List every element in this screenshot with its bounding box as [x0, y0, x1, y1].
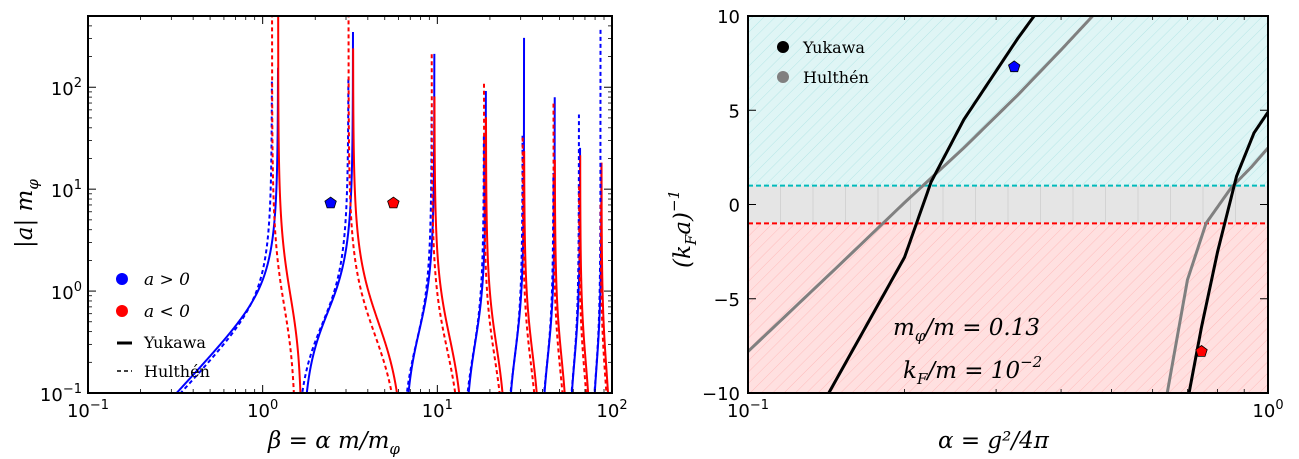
right-legend-yukawa-label: Yukawa [802, 38, 865, 57]
x-tick-label: 101 [422, 398, 453, 422]
right-legend-yukawa-dot [777, 41, 789, 53]
legend-aneg-dot [116, 305, 128, 317]
right-curves [748, 16, 1268, 393]
yukawa-branch [523, 151, 538, 393]
y-tick-label: 10−1 [40, 382, 82, 406]
yukawa-branch [433, 96, 461, 393]
y-tick-label: 0 [729, 196, 740, 217]
left-legend: a > 0 a < 0 Yukawa Hulthén [116, 270, 210, 381]
right-y-axis-label: (kFa)−1 [665, 190, 700, 268]
hulthen-branch [570, 114, 580, 393]
right-bands [748, 16, 1268, 393]
y-tick-label: 102 [51, 76, 82, 100]
right-marker [1008, 60, 1021, 73]
right-legend-hulthen-dot [777, 71, 789, 83]
right-markers [1008, 60, 1208, 357]
annotation-fermi-ratio: kF/m = 10−2 [903, 353, 1042, 388]
left-markers [324, 196, 400, 209]
yukawa-branch [509, 37, 526, 393]
yukawa-branch [593, 163, 603, 393]
y-tick-label: 101 [51, 178, 82, 202]
x-tick-label: 10−1 [727, 398, 769, 422]
yukawa-branch [579, 155, 590, 393]
hulthen-branch [599, 204, 608, 393]
left-y-axis-label: |a| mφ [12, 179, 42, 248]
legend-apos-label: a > 0 [144, 270, 190, 290]
yukawa-curve [1187, 111, 1268, 393]
y-tick-label: 100 [51, 280, 82, 304]
x-tick-label: 102 [596, 398, 627, 422]
hulthen-branch [405, 111, 433, 393]
right-legend-hulthen-label: Hulthén [803, 68, 869, 87]
hulthen-branch [430, 54, 457, 393]
left-x-axis-label: β = α m/mφ [267, 428, 400, 458]
left-curves [175, 16, 610, 393]
y-tick-label: −10 [702, 384, 740, 405]
hulthen-branch [543, 172, 555, 393]
hulthen-branch [593, 28, 602, 393]
right-x-axis-label: α = g²/4π [938, 428, 1050, 454]
y-tick-label: 5 [729, 101, 740, 122]
yukawa-branch [484, 117, 504, 393]
x-tick-label: 100 [247, 398, 278, 422]
yukawa-branch [352, 48, 398, 393]
hulthen-branch [482, 83, 501, 393]
yukawa-branch [305, 31, 354, 393]
yukawa-branch [277, 16, 302, 393]
right-ticks: 10−1 100 10 5 0 −5 −10 [702, 7, 1284, 422]
hulthen-branch [347, 16, 393, 393]
hulthen-branch [301, 77, 350, 393]
right-marker [1195, 345, 1208, 357]
legend-hulthen-label: Hulthén [144, 362, 210, 381]
hulthen-branch [552, 103, 564, 393]
y-tick-label: 10 [717, 7, 740, 28]
hulthen-branch [509, 133, 524, 393]
legend-aneg-label: a < 0 [144, 302, 190, 322]
right-legend: Yukawa Hulthén [777, 38, 869, 87]
y-tick-label: −5 [713, 290, 740, 311]
right-panel: 10−1 100 10 5 0 −5 −10 Yukawa Hulthén mφ/m = 0… [665, 7, 1284, 454]
yukawa-branch [600, 162, 610, 393]
legend-yukawa-label: Yukawa [143, 333, 206, 352]
hulthen-branch [466, 136, 485, 393]
legend-apos-dot [116, 273, 128, 285]
left-panel: 10−1 100 101 102 10−1 100 101 102 a > 0 a < 0 Y… [12, 15, 628, 458]
hulthen-branch [578, 186, 588, 393]
left-marker [387, 196, 400, 209]
hulthen-branch [521, 137, 536, 393]
yukawa-branch [553, 159, 566, 393]
left-marker [324, 196, 337, 209]
annotation-mass-ratio: mφ/m = 0.13 [893, 315, 1040, 345]
x-tick-label: 100 [1252, 398, 1283, 422]
hulthen-curve [1165, 146, 1268, 393]
hulthen-branch [271, 16, 295, 393]
yukawa-curve [827, 16, 1036, 393]
left-ticks: 10−1 100 101 102 10−1 100 101 102 [40, 15, 628, 422]
x-tick-label: 10−1 [67, 398, 109, 422]
left-axes-frame [87, 15, 613, 394]
band-hatch-cyan [748, 16, 1268, 186]
yukawa-branch [407, 53, 436, 393]
hulthen-curve [748, 16, 1094, 353]
